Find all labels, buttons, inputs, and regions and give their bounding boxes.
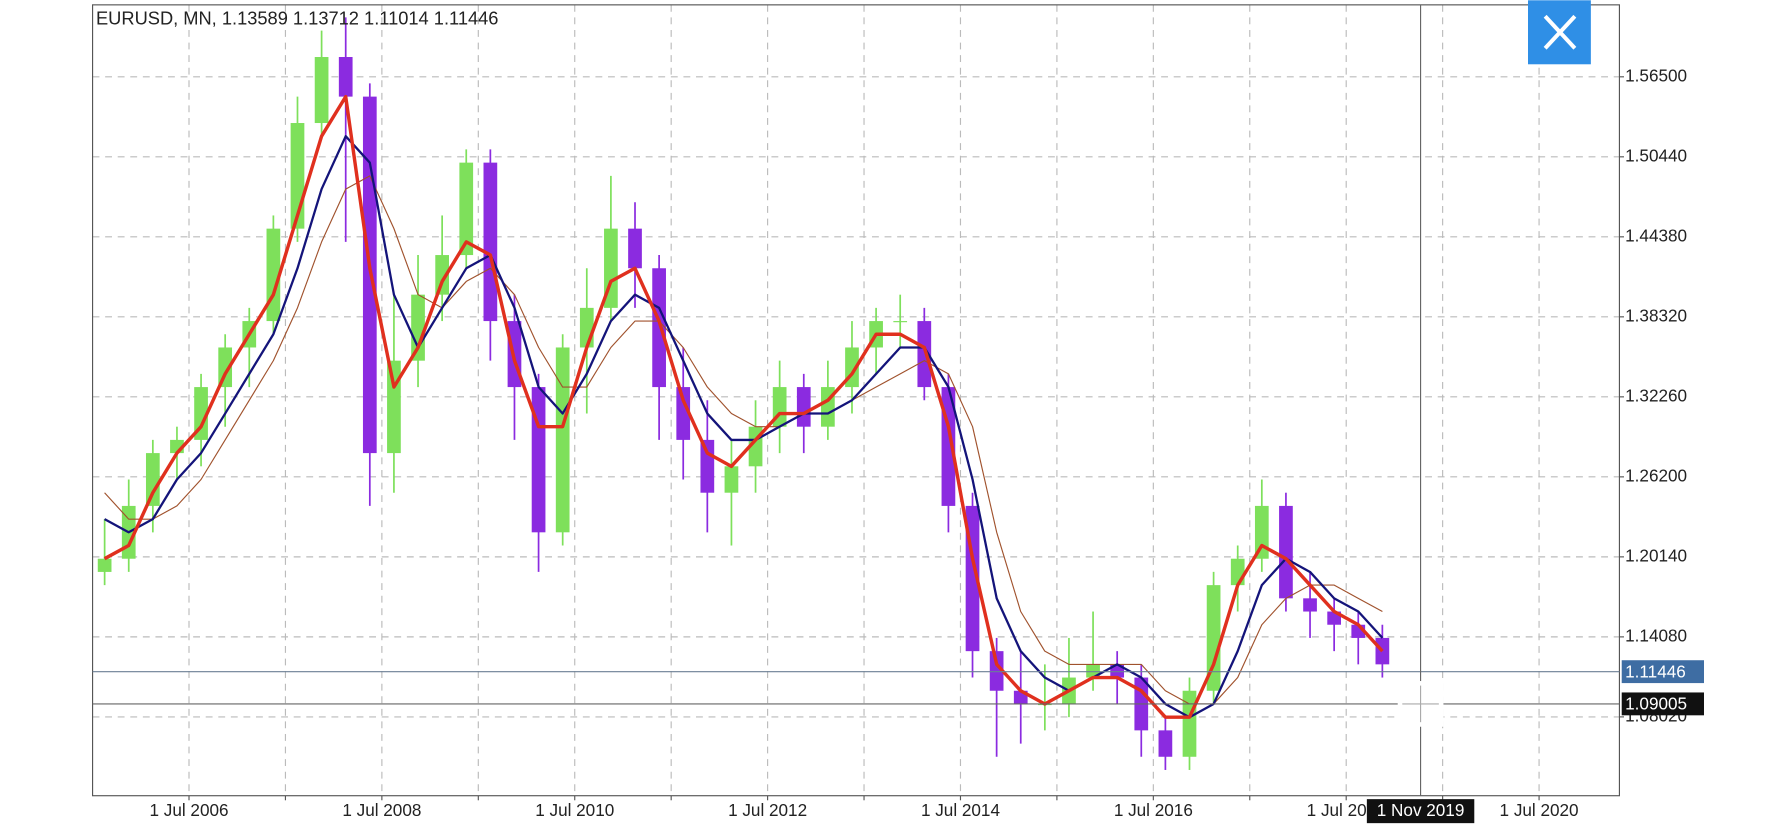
overlay: 1.56500 1.50440 1.44380 1.38320 1.32260 1.262… <box>92 4 1704 824</box>
candle-body <box>579 307 594 348</box>
x-tick-label: 1 Jul 2016 <box>1114 800 1193 820</box>
y-tick-label: 1.20140 <box>1625 545 1687 565</box>
x-tick-label: 1 Jul 2006 <box>149 800 228 820</box>
candle-body <box>459 162 474 256</box>
crosshair-x-label-bg <box>1366 799 1475 824</box>
candle-body <box>97 558 112 572</box>
candle-body <box>1303 598 1317 612</box>
close-button[interactable] <box>1528 0 1591 65</box>
candle-body <box>218 347 233 388</box>
candle-body <box>145 453 160 506</box>
y-tick-label: 1.56500 <box>1625 65 1687 85</box>
y-tick-label: 1.32260 <box>1625 385 1687 405</box>
candle-body <box>435 255 449 295</box>
candle-body <box>1279 505 1293 599</box>
moving-average-line <box>104 135 1384 719</box>
candle-body <box>338 57 353 97</box>
bid-label-bg <box>1621 660 1704 684</box>
candle-body <box>652 268 666 388</box>
x-tick-label: 1 Jul 2008 <box>342 800 421 820</box>
candle-body <box>1230 558 1245 586</box>
candle-body <box>1086 664 1100 678</box>
x-tick-label: 1 Jul 2010 <box>535 800 614 820</box>
plot-frame <box>92 4 1620 797</box>
crosshair-x-label: 1 Nov 2019 <box>1377 800 1465 820</box>
candle-body <box>1110 664 1125 678</box>
candle-body <box>1206 585 1221 691</box>
candle-body <box>1182 690 1197 757</box>
y-tick-label: 1.44380 <box>1625 225 1687 245</box>
crosshair-y-label-bg <box>1621 692 1704 716</box>
crosshair-y-label: 1.09005 <box>1625 694 1687 714</box>
bid-label: 1.11446 <box>1625 661 1686 681</box>
candle-body <box>483 162 498 322</box>
candle-body <box>700 439 715 493</box>
candle-body <box>893 321 908 323</box>
x-tick-label: 1 Jul 2012 <box>728 800 807 820</box>
x-tick-label: 1 Jul 2014 <box>921 800 1001 820</box>
x-tick-label: 1 Jul 2018 <box>1307 800 1386 820</box>
candle-body <box>555 347 570 533</box>
candle-body <box>628 228 642 269</box>
candle-body <box>989 651 1004 691</box>
candle-body <box>387 360 401 454</box>
candle-body <box>917 321 932 388</box>
candle-body <box>411 294 425 361</box>
y-tick-label: 1.26200 <box>1625 465 1687 485</box>
candle-body <box>531 387 546 533</box>
close-icon[interactable] <box>1543 14 1577 50</box>
candle-body <box>1158 730 1173 757</box>
candle-body <box>676 387 691 440</box>
y-tick-label: 1.14080 <box>1625 625 1687 645</box>
moving-average-line <box>103 94 1384 719</box>
y-tick-label: 1.50440 <box>1625 145 1687 165</box>
x-tick-label: 1 Jul 2020 <box>1500 800 1579 820</box>
candle-body <box>724 466 739 493</box>
plot <box>97 17 1390 770</box>
candle-body <box>796 387 811 427</box>
y-tick-label: 1.38320 <box>1625 305 1687 325</box>
grid <box>92 4 1624 801</box>
moving-average-line <box>104 175 1383 705</box>
candle-body <box>194 387 208 440</box>
chart-title: EURUSD, MN, 1.13589 1.13712 1.11014 1.11… <box>96 8 498 29</box>
candle-body <box>314 57 329 124</box>
